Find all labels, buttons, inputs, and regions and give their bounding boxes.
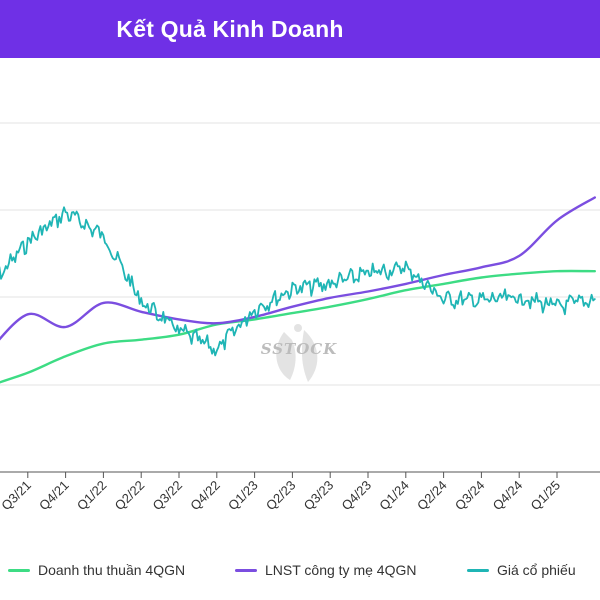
- revenue-line: [0, 269, 596, 384]
- chart-title: Kết Quả Kinh Doanh: [116, 15, 344, 42]
- chart-area: Q3/21 Q4/21 Q1/22 Q2/22 Q3/22 Q4/22 Q1/23 Q2/23…: [0, 122, 600, 514]
- legend-swatch-price: [467, 568, 489, 572]
- x-tick-label: Q4/21: [36, 478, 72, 514]
- x-tick-label: Q4/22: [187, 478, 223, 514]
- x-tick-label: Q1/24: [376, 478, 412, 514]
- legend-label-price: Giá cổ phiếu: [497, 562, 576, 578]
- x-tick-label: Q4/23: [338, 478, 374, 514]
- series-lines: [0, 196, 596, 384]
- x-tick-label: Q3/22: [149, 478, 185, 514]
- legend-item-profit[interactable]: LNST công ty mẹ 4QGN: [235, 562, 416, 578]
- legend-item-price[interactable]: Giá cổ phiếu: [467, 562, 576, 578]
- watermark-text: SSTOCK: [261, 340, 338, 358]
- watermark: SSTOCK: [261, 324, 338, 382]
- legend-label-revenue: Doanh thu thuần 4QGN: [38, 562, 186, 578]
- x-tick-label: Q2/24: [414, 478, 450, 514]
- x-tick-label: Q3/21: [0, 478, 34, 514]
- x-tick-label: Q1/22: [74, 478, 110, 514]
- x-tick-label: Q3/24: [452, 478, 488, 514]
- x-tick-label: Q2/23: [263, 478, 299, 514]
- price-line: [0, 206, 596, 357]
- legend-label-profit: LNST công ty mẹ 4QGN: [265, 562, 417, 578]
- x-tick-label: Q2/22: [112, 478, 148, 514]
- x-axis: Q3/21 Q4/21 Q1/22 Q2/22 Q3/22 Q4/22 Q1/23 Q2/23…: [0, 471, 600, 514]
- x-tick-label: Q1/23: [225, 478, 261, 514]
- legend-swatch-revenue: [8, 568, 30, 572]
- legend-swatch-profit: [235, 568, 257, 572]
- watermark-logo-icon: [276, 324, 318, 382]
- legend: Doanh thu thuần 4QGN LNST công ty mẹ 4QG…: [0, 562, 600, 592]
- profit-line: [0, 196, 596, 341]
- header-bar: Kết Quả Kinh Doanh: [0, 0, 600, 58]
- x-tick-label: Q1/25: [527, 478, 563, 514]
- x-tick-label: Q4/24: [490, 478, 526, 514]
- grid-lines: [0, 122, 600, 386]
- legend-item-revenue[interactable]: Doanh thu thuần 4QGN: [8, 562, 185, 578]
- x-tick-label: Q3/23: [301, 478, 337, 514]
